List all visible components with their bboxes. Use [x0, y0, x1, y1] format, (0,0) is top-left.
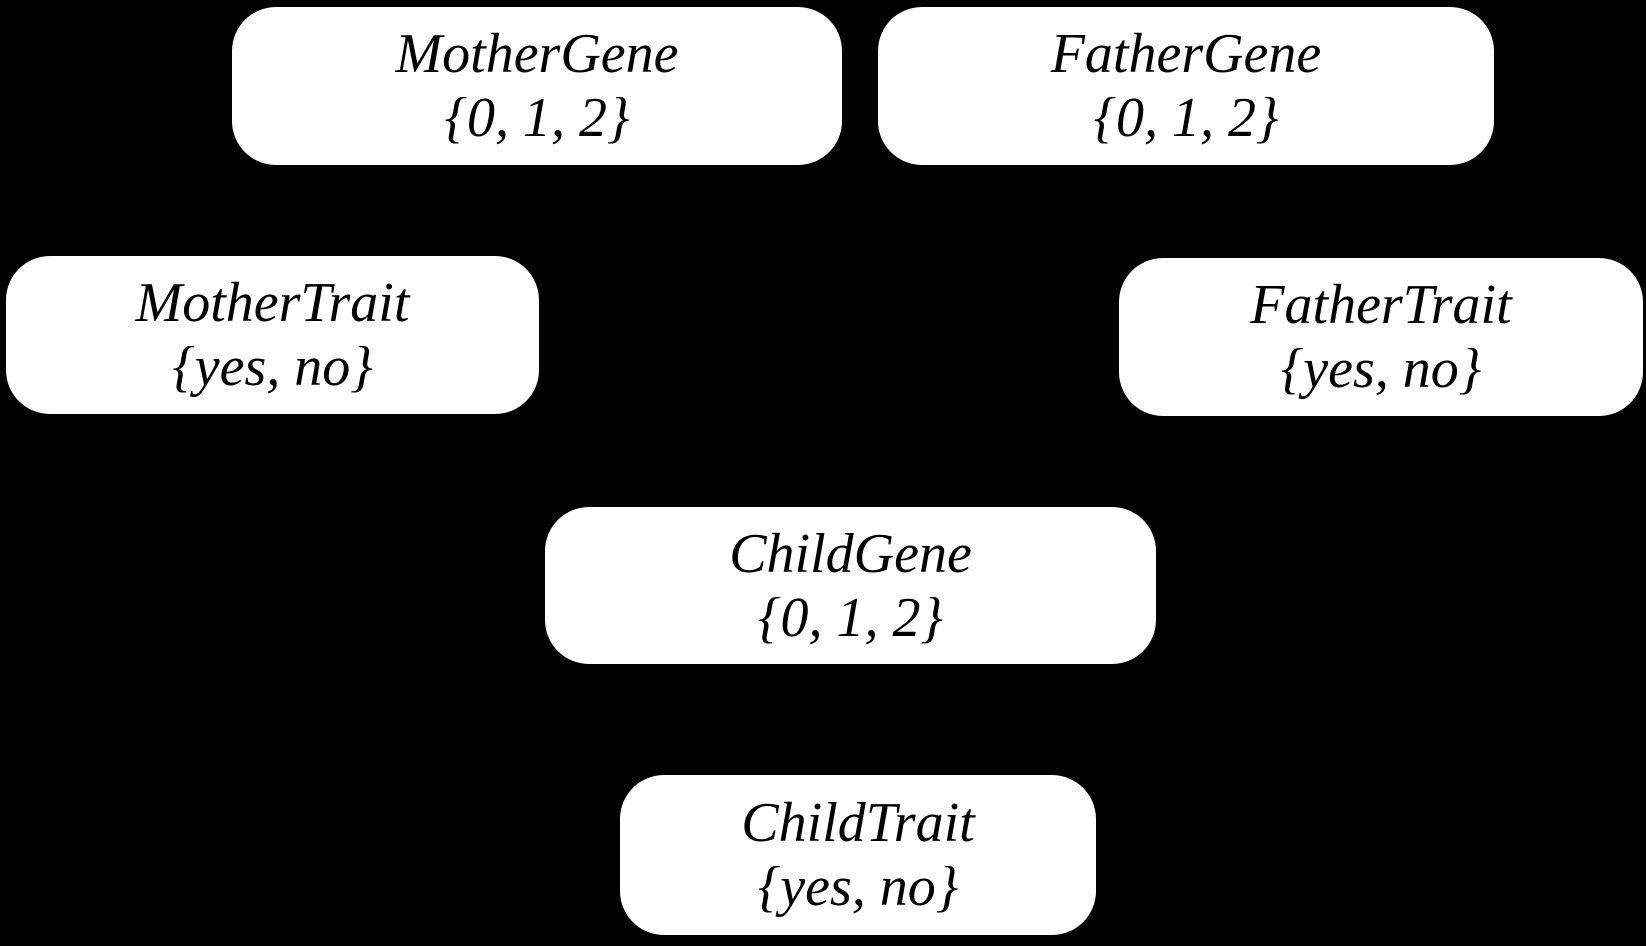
node-mother-trait-label: MotherTrait: [135, 272, 410, 334]
node-father-gene-label: FatherGene: [1050, 23, 1322, 85]
node-mother-gene: MotherGene {0, 1, 2}: [232, 7, 842, 165]
node-father-trait-domain: {yes, no}: [1280, 338, 1482, 400]
node-mother-gene-label: MotherGene: [395, 23, 679, 85]
node-father-gene-domain: {0, 1, 2}: [1093, 87, 1279, 149]
node-child-trait: ChildTrait {yes, no}: [620, 775, 1096, 935]
node-father-trait-label: FatherTrait: [1250, 274, 1512, 336]
node-child-gene-label: ChildGene: [729, 522, 972, 585]
node-child-trait-domain: {yes, no}: [757, 856, 959, 918]
node-mother-trait-domain: {yes, no}: [172, 336, 373, 398]
node-father-gene: FatherGene {0, 1, 2}: [878, 7, 1494, 165]
node-mother-trait: MotherTrait {yes, no}: [6, 256, 539, 414]
node-father-trait: FatherTrait {yes, no}: [1119, 258, 1643, 416]
node-child-gene: ChildGene {0, 1, 2}: [545, 507, 1156, 664]
node-child-trait-label: ChildTrait: [741, 792, 975, 854]
node-mother-gene-domain: {0, 1, 2}: [444, 87, 630, 149]
node-child-gene-domain: {0, 1, 2}: [758, 586, 943, 649]
